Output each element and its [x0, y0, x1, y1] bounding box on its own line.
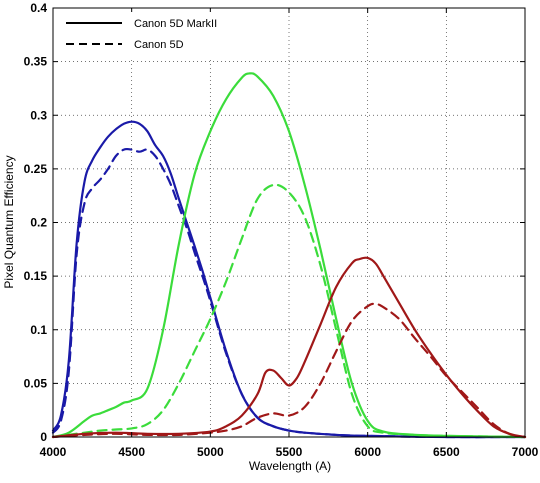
y-tick-label: 0.15: [24, 269, 48, 283]
green-dashed-series-line: [51, 183, 527, 439]
series-layer: [51, 72, 527, 439]
legend-label-solid: Canon 5D MarkII: [134, 18, 217, 30]
y-tick-label: 0.3: [30, 108, 47, 122]
y-tick-label: 0.25: [24, 162, 48, 176]
y-tick-labels: 0 0.05 0.1 0.15 0.2 0.25 0.3 0.35 0.4: [24, 1, 48, 444]
legend-label-dashed: Canon 5D: [134, 39, 184, 51]
y-tick-label: 0.05: [24, 376, 48, 390]
x-tick-label: 5500: [276, 445, 303, 459]
x-tick-label: 5000: [197, 445, 224, 459]
y-tick-label: 0.4: [30, 1, 47, 15]
blue-dashed-series-line: [51, 147, 527, 439]
legend: Canon 5D MarkII Canon 5D: [60, 12, 230, 58]
y-tick-label: 0.1: [30, 323, 47, 337]
y-tick-label: 0.35: [24, 55, 48, 69]
y-axis-label: Pixel Quantum Efficiency: [2, 155, 16, 288]
y-tick-label: 0.2: [30, 216, 47, 230]
x-tick-label: 6000: [354, 445, 381, 459]
tick-marks: [52, 7, 526, 438]
x-axis-label: Wavelength (A): [249, 459, 331, 473]
x-tick-labels: 4000 4500 5000 5500 6000 6500 7000: [40, 445, 539, 459]
x-tick-label: 7000: [512, 445, 539, 459]
legend-box: [60, 12, 230, 58]
grid-lines: [53, 8, 525, 437]
green-solid-series-line: [51, 72, 527, 439]
y-tick-label: 0: [40, 430, 47, 444]
x-tick-label: 4500: [118, 445, 145, 459]
red-dashed-series-line: [51, 302, 527, 439]
x-tick-label: 4000: [40, 445, 67, 459]
x-tick-label: 6500: [433, 445, 460, 459]
